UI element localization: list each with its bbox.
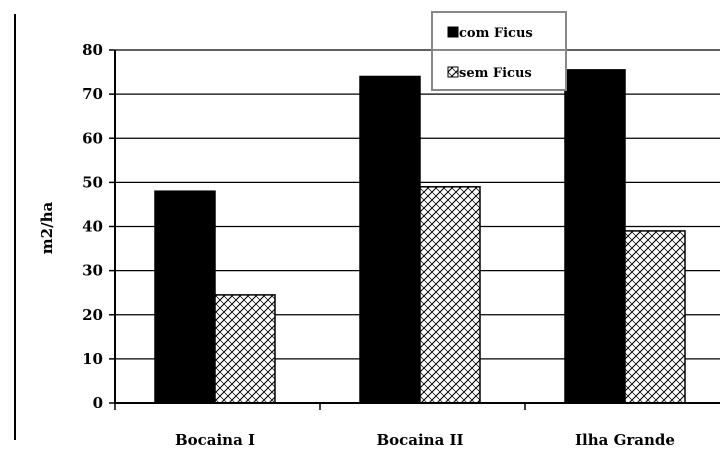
y-tick-label: 0 xyxy=(93,394,103,412)
y-tick-label: 50 xyxy=(82,173,103,191)
bar-com-ficus-bocaina-ii xyxy=(360,76,420,403)
legend: com Ficus sem Ficus xyxy=(432,12,566,90)
bar-sem-ficus-bocaina-ii xyxy=(420,187,480,403)
legend-label: com Ficus xyxy=(459,26,533,41)
legend-label: sem Ficus xyxy=(459,66,532,81)
y-tick-label: 20 xyxy=(82,306,103,324)
y-tick-label: 80 xyxy=(82,41,103,59)
bar-sem-ficus-bocaina-i xyxy=(215,295,275,403)
category-labels: Bocaina I Bocaina II Ilha Grande xyxy=(175,431,675,449)
legend-swatch xyxy=(448,67,458,77)
y-tick-label: 10 xyxy=(82,350,103,368)
x-tick-label: Bocaina I xyxy=(175,431,255,449)
y-tick-label: 40 xyxy=(82,218,103,236)
tick-labels: 0 10 20 30 40 50 60 70 80 xyxy=(82,41,103,412)
y-tick-label: 70 xyxy=(82,85,103,103)
bar-com-ficus-ilha-grande xyxy=(565,70,625,403)
y-axis-label: m2/ha xyxy=(38,202,56,255)
y-tick-label: 30 xyxy=(82,262,103,280)
legend-swatch xyxy=(448,27,458,37)
x-tick-label: Bocaina II xyxy=(376,431,463,449)
bar-sem-ficus-ilha-grande xyxy=(625,231,685,403)
x-tick-label: Ilha Grande xyxy=(575,431,675,449)
bar-com-ficus-bocaina-i xyxy=(155,191,215,403)
y-tick-label: 60 xyxy=(82,129,103,147)
bars xyxy=(155,70,685,403)
